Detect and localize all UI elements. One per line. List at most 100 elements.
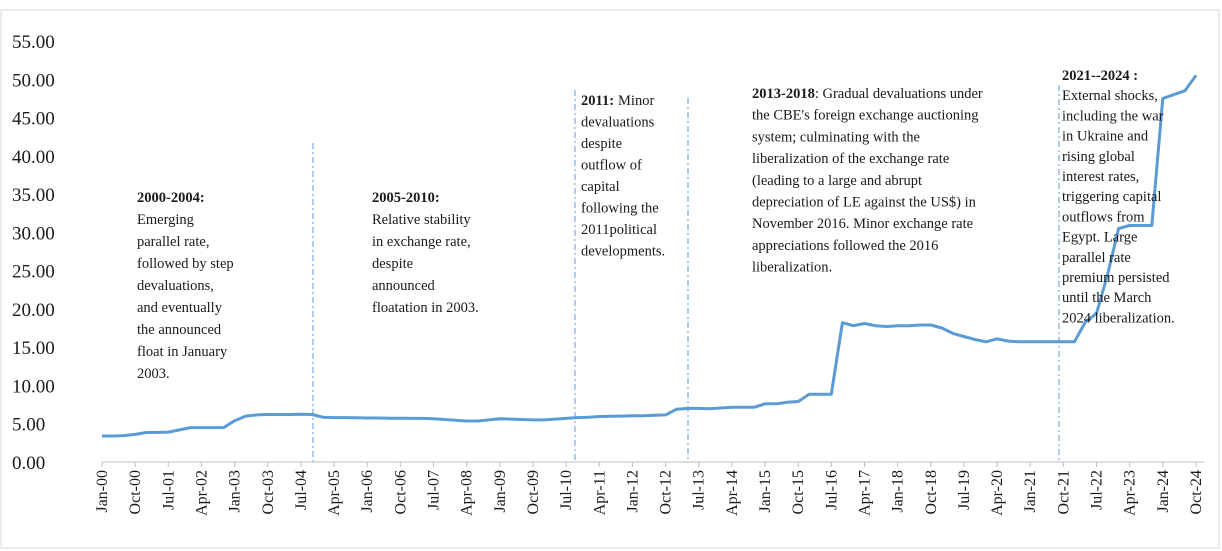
annotation-line: devaluations (581, 115, 655, 131)
x-tick-label: Oct-12 (658, 470, 675, 514)
annotation-line: system; culminating with the (752, 129, 920, 145)
x-tick-label: Jul-19 (956, 470, 973, 510)
x-tick-label: Jul-07 (426, 470, 443, 510)
x-tick-label: Oct-03 (260, 470, 277, 514)
annotation-line: November 2016. Minor exchange rate (752, 216, 973, 232)
y-tick-label: 45.00 (12, 109, 55, 130)
annotation-line: depreciation of LE against the US$) in (752, 195, 977, 211)
annotation-heading: 2011: (581, 93, 614, 109)
annotation-line: and eventually (137, 300, 223, 316)
x-tick-label: Apr-08 (459, 470, 476, 516)
x-tick-label: Jul-04 (293, 470, 310, 510)
x-tick-label: Apr-23 (1122, 470, 1139, 516)
annotation-line: despite (372, 256, 413, 272)
annotation-line: following the (581, 201, 659, 217)
annotation-line: : Gradual devaluations under (815, 86, 983, 102)
x-tick-label: Oct-15 (790, 470, 807, 514)
annotation-line: External shocks, (1062, 88, 1158, 104)
annotation-line: including the war (1062, 108, 1164, 124)
x-tick-label: Jul-22 (1089, 470, 1106, 510)
annotation-line: in Ukraine and (1062, 129, 1149, 145)
x-tick-label: Oct-18 (923, 470, 940, 514)
annotation-line: until the March (1062, 290, 1152, 306)
annotation-line: premium persisted (1062, 270, 1170, 286)
annotation-line: floatation in 2003. (372, 300, 479, 316)
x-tick-label: Jan-21 (1022, 470, 1039, 513)
annotation-line: Egypt. Large (1062, 230, 1137, 246)
annotation-line: outflows from (1062, 209, 1145, 225)
x-tick-label: Jul-13 (691, 470, 708, 510)
x-tick-label: Jan-24 (1155, 470, 1172, 513)
annotation-line: capital (581, 179, 620, 195)
annotation-line: followed by step (137, 256, 234, 272)
x-tick-label: Jul-16 (823, 470, 840, 510)
y-tick-label: 20.00 (12, 300, 55, 321)
annotation-line: devaluations, (137, 278, 214, 294)
x-tick-label: Apr-20 (989, 470, 1006, 516)
y-tick-label: 10.00 (12, 376, 55, 397)
annotation-line: Minor (618, 93, 654, 109)
annotation-line: Emerging (137, 212, 194, 228)
annotation: 2021--2024 : External shocks, including th… (1062, 68, 1175, 326)
y-tick-label: 35.00 (12, 185, 55, 206)
x-tick-label: Oct-00 (127, 470, 144, 514)
y-tick-label: 50.00 (12, 70, 55, 91)
period-dividers (312, 85, 1060, 462)
annotation-line: Relative stability (372, 212, 471, 228)
y-tick-label: 25.00 (12, 262, 55, 283)
annotation: 2011: Minor devaluations despite outflow of c… (581, 93, 665, 260)
y-tick-label: 15.00 (12, 338, 55, 359)
annotation-heading: 2000-2004: (137, 190, 205, 206)
chart-border (0, 9, 1220, 549)
annotation-line: triggering capital (1062, 189, 1161, 205)
annotation: 2000-2004: Emerging parallel rate, followed… (137, 190, 234, 382)
y-tick-label: 55.00 (12, 32, 55, 53)
x-tick-label: Jul-10 (558, 470, 575, 510)
annotation-line: appreciations followed the 2016 (752, 238, 938, 254)
y-tick-label: 0.00 (12, 453, 45, 474)
x-tick-label: Oct-21 (1055, 470, 1072, 514)
annotation-line: rising global (1062, 149, 1135, 165)
annotation-line: interest rates, (1062, 169, 1139, 185)
annotation-line: liberalization of the exchange rate (752, 151, 949, 167)
annotation-line: developments. (581, 244, 665, 260)
annotation-line: in exchange rate, (372, 234, 471, 250)
x-tick-label: Apr-11 (591, 470, 608, 515)
x-tick-label: Apr-17 (856, 470, 873, 516)
annotation-line: announced (372, 278, 436, 294)
x-tick-label: Oct-24 (1188, 470, 1205, 514)
annotation-line: the announced (137, 322, 222, 338)
annotation-line: outflow of (581, 158, 642, 174)
annotation-line: parallel rate, (137, 234, 209, 250)
x-tick-label: Oct-06 (392, 470, 409, 514)
annotation: 2013-2018: Gradual devaluations under the… (752, 86, 983, 276)
x-tick-label: Jan-06 (359, 470, 376, 513)
x-tick-label: Oct-09 (525, 470, 542, 514)
annotation-line: 2011political (581, 222, 657, 238)
annotation-line: 2024 liberalization. (1062, 310, 1175, 326)
x-tick-label: Jan-09 (492, 470, 509, 513)
y-tick-label: 5.00 (12, 415, 45, 436)
x-tick-label: Apr-05 (326, 470, 343, 516)
annotation: 2005-2010: Relative stability in exchange … (372, 190, 479, 316)
x-tick-label: Jan-15 (757, 470, 774, 513)
annotation-line: parallel rate (1062, 250, 1131, 266)
x-tick-label: Apr-14 (724, 470, 741, 516)
x-tick-label: Jan-00 (94, 470, 111, 513)
annotation-heading: 2021--2024 : (1062, 68, 1138, 84)
y-tick-label: 30.00 (12, 223, 55, 244)
annotation-line: liberalization. (752, 260, 832, 276)
x-tick-label: Jan-12 (624, 470, 641, 513)
annotation-line: despite (581, 136, 622, 152)
series-line (102, 74, 1198, 438)
annotation-line: the CBE's foreign exchange auctioning (752, 108, 979, 124)
annotation-line: (leading to a large and abrupt (752, 173, 922, 189)
annotation-line: 2003. (137, 366, 170, 382)
y-tick-label: 40.00 (12, 147, 55, 168)
x-tick-label: Apr-02 (193, 470, 210, 516)
x-tick-label: Jan-03 (227, 470, 244, 513)
annotation-heading: 2013-2018 (752, 86, 815, 102)
x-tick-label: Jul-01 (160, 470, 177, 510)
annotation-heading: 2005-2010: (372, 190, 440, 206)
